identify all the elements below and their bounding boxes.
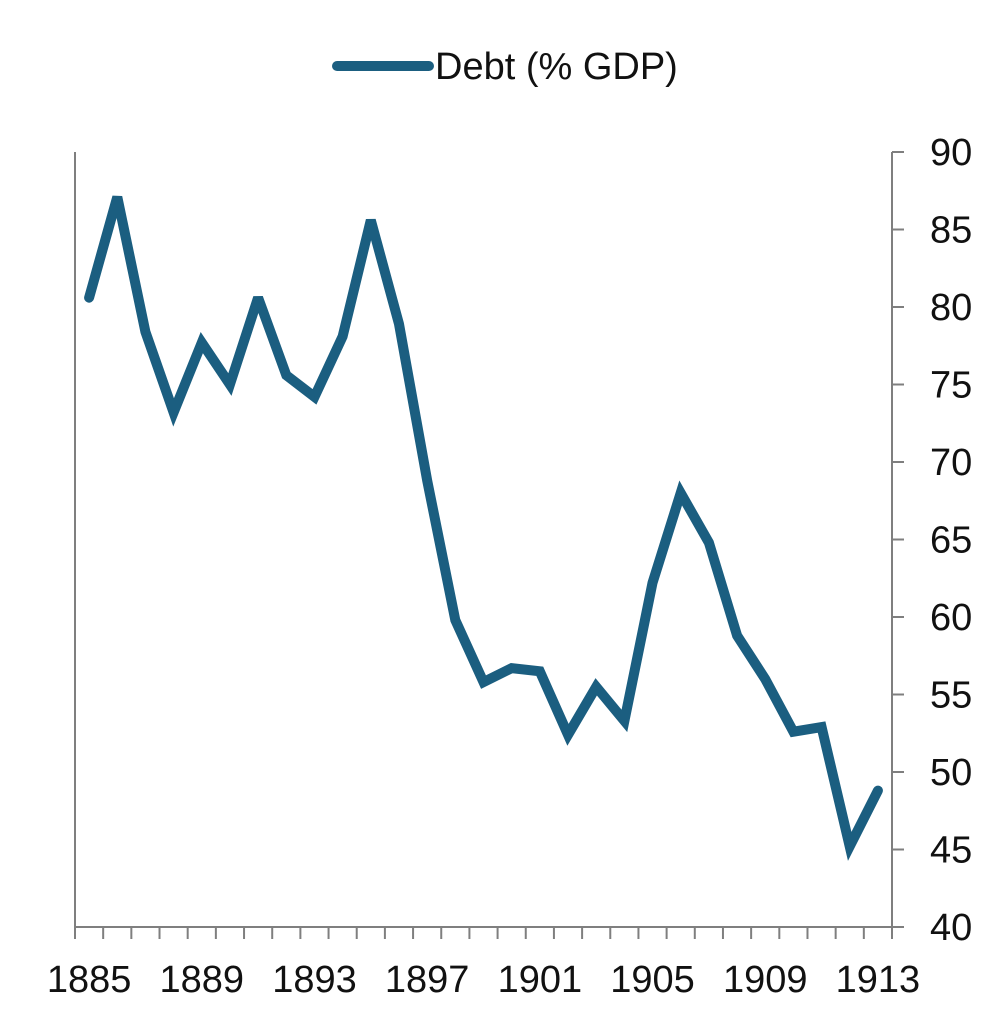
- data-point: [539, 670, 541, 672]
- legend: Debt (% GDP): [332, 46, 678, 88]
- y-tick-label: 40: [930, 907, 972, 949]
- data-point: [623, 720, 625, 722]
- y-tick-label: 65: [930, 520, 972, 562]
- x-tick-label: 1885: [47, 959, 132, 1001]
- y-tick-label: 45: [930, 830, 972, 872]
- y-tick-label: 50: [930, 752, 972, 794]
- data-point: [426, 480, 428, 482]
- data-point: [173, 411, 175, 413]
- data-point: [88, 297, 90, 299]
- y-tick-label: 90: [930, 132, 972, 174]
- data-point: [792, 731, 794, 733]
- x-tick-label: 1913: [836, 959, 921, 1001]
- data-point: [201, 342, 203, 344]
- data-point: [708, 542, 710, 544]
- data-point: [370, 219, 372, 221]
- data-point: [454, 619, 456, 621]
- data-point: [229, 384, 231, 385]
- data-point: [511, 667, 513, 669]
- x-tick-label: 1897: [385, 959, 470, 1001]
- data-point: [285, 374, 287, 376]
- data-point: [567, 734, 569, 736]
- x-tick-label: 1909: [723, 959, 808, 1001]
- x-tick-label: 1905: [610, 959, 695, 1001]
- x-tick-label: 1889: [160, 959, 245, 1001]
- y-tick-label: 85: [930, 210, 972, 252]
- legend-label: Debt (% GDP): [435, 46, 678, 88]
- data-point: [342, 335, 344, 337]
- x-tick-label: 1901: [498, 959, 583, 1001]
- data-point: [116, 196, 118, 198]
- y-tick-label: 55: [930, 675, 972, 717]
- y-tick-label: 80: [930, 287, 972, 329]
- data-point: [144, 331, 146, 333]
- data-point: [483, 681, 484, 683]
- data-point: [257, 297, 259, 299]
- series: [84, 195, 883, 861]
- data-point: [877, 790, 879, 792]
- y-ticks: 40 45 50 55 60 65 70 75 80 85 90: [892, 132, 972, 949]
- data-point: [313, 396, 315, 398]
- x-ticks: 1885 1889 1893 1897 1901 1905 1909 1913: [47, 927, 920, 1001]
- data-point: [849, 845, 851, 847]
- axes: [74, 152, 904, 928]
- data-point: [680, 492, 682, 494]
- data-point: [652, 582, 654, 584]
- data-point: [398, 323, 400, 325]
- data-point: [821, 726, 823, 728]
- series-line-debt: [84, 195, 883, 861]
- data-point: [595, 686, 597, 688]
- data-point: [736, 635, 738, 637]
- y-tick-label: 75: [930, 365, 972, 407]
- y-tick-label: 70: [930, 442, 972, 484]
- data-point: [764, 678, 766, 680]
- y-tick-label: 60: [930, 597, 972, 639]
- x-tick-label: 1893: [272, 959, 357, 1001]
